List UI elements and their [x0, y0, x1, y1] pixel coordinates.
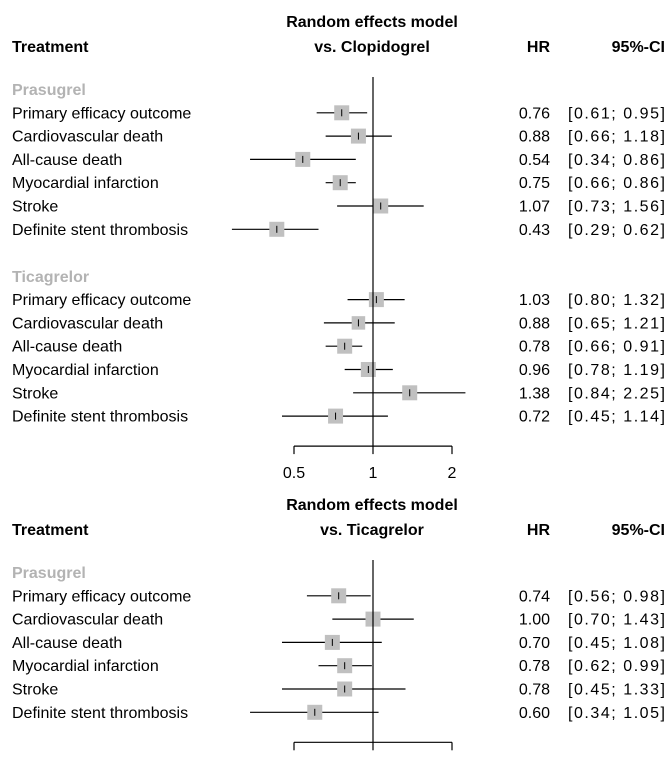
hr-column-header: HR	[527, 39, 551, 56]
outcome-label: Stroke	[12, 385, 58, 402]
hr-value: 0.88	[519, 129, 550, 146]
outcome-label: All-cause death	[12, 152, 122, 169]
outcome-label: Cardiovascular death	[12, 315, 163, 332]
x-axis-tick-label: 0.5	[283, 465, 305, 482]
ci-value: [0.73; 1.56]	[568, 199, 665, 216]
hr-value: 0.74	[519, 588, 550, 605]
hr-value: 0.96	[519, 362, 550, 379]
outcome-label: Primary efficacy outcome	[12, 105, 191, 122]
hr-value: 0.78	[519, 339, 550, 356]
outcome-label: Cardiovascular death	[12, 612, 163, 629]
outcome-label: Primary efficacy outcome	[12, 588, 191, 605]
ci-value: [0.56; 0.98]	[568, 588, 665, 605]
ci-value: [0.61; 0.95]	[568, 105, 665, 122]
hr-value: 0.78	[519, 658, 550, 675]
hr-value: 1.07	[519, 199, 550, 216]
ci-value: [0.45; 1.08]	[568, 635, 665, 652]
hr-value: 0.76	[519, 105, 550, 122]
outcome-label: Cardiovascular death	[12, 129, 163, 146]
ci-value: [0.84; 2.25]	[568, 385, 665, 402]
group-label: Prasugrel	[12, 82, 86, 99]
ci-value: [0.78; 1.19]	[568, 362, 665, 379]
ci-value: [0.34; 0.86]	[568, 152, 665, 169]
outcome-label: All-cause death	[12, 635, 122, 652]
hr-column-header: HR	[527, 522, 551, 539]
x-axis-tick-label: 1	[369, 465, 378, 482]
hr-value: 0.43	[519, 222, 550, 239]
ci-value: [0.65; 1.21]	[568, 315, 665, 332]
outcome-label: Myocardial infarction	[12, 658, 159, 675]
ci-column-header: 95%-CI	[612, 39, 665, 56]
hr-value: 0.72	[519, 409, 550, 426]
outcome-label: Myocardial infarction	[12, 175, 159, 192]
outcome-label: Definite stent thrombosis	[12, 222, 188, 239]
ci-value: [0.66; 0.86]	[568, 175, 665, 192]
panel-title-line-2: vs. Clopidogrel	[314, 39, 430, 56]
treatment-column-header: Treatment	[12, 39, 89, 56]
hr-value: 0.54	[519, 152, 550, 169]
hr-value: 1.03	[519, 292, 550, 309]
panel-title-line-1: Random effects model	[286, 497, 458, 514]
ci-value: [0.66; 1.18]	[568, 129, 665, 146]
ci-column-header: 95%-CI	[612, 522, 665, 539]
hr-value: 1.38	[519, 385, 550, 402]
group-label: Ticagrelor	[12, 269, 89, 286]
hr-value: 1.00	[519, 612, 550, 629]
hr-value: 0.78	[519, 682, 550, 699]
ci-value: [0.62; 0.99]	[568, 658, 665, 675]
hr-value: 0.75	[519, 175, 550, 192]
outcome-label: All-cause death	[12, 339, 122, 356]
outcome-label: Stroke	[12, 682, 58, 699]
ci-value: [0.70; 1.43]	[568, 612, 665, 629]
x-axis-tick-label: 2	[448, 465, 457, 482]
ci-value: [0.45; 1.33]	[568, 682, 665, 699]
ci-value: [0.45; 1.14]	[568, 409, 665, 426]
ci-value: [0.80; 1.32]	[568, 292, 665, 309]
panel-title-line-1: Random effects model	[286, 14, 458, 31]
outcome-label: Myocardial infarction	[12, 362, 159, 379]
ci-value: [0.66; 0.91]	[568, 339, 665, 356]
hr-value: 0.60	[519, 705, 550, 722]
outcome-label: Definite stent thrombosis	[12, 409, 188, 426]
hr-value: 0.88	[519, 315, 550, 332]
outcome-label: Stroke	[12, 199, 58, 216]
outcome-label: Definite stent thrombosis	[12, 705, 188, 722]
ci-value: [0.29; 0.62]	[568, 222, 665, 239]
panel-title-line-2: vs. Ticagrelor	[320, 522, 424, 539]
ci-value: [0.34; 1.05]	[568, 705, 665, 722]
hr-value: 0.70	[519, 635, 550, 652]
outcome-label: Primary efficacy outcome	[12, 292, 191, 309]
treatment-column-header: Treatment	[12, 522, 89, 539]
group-label: Prasugrel	[12, 565, 86, 582]
